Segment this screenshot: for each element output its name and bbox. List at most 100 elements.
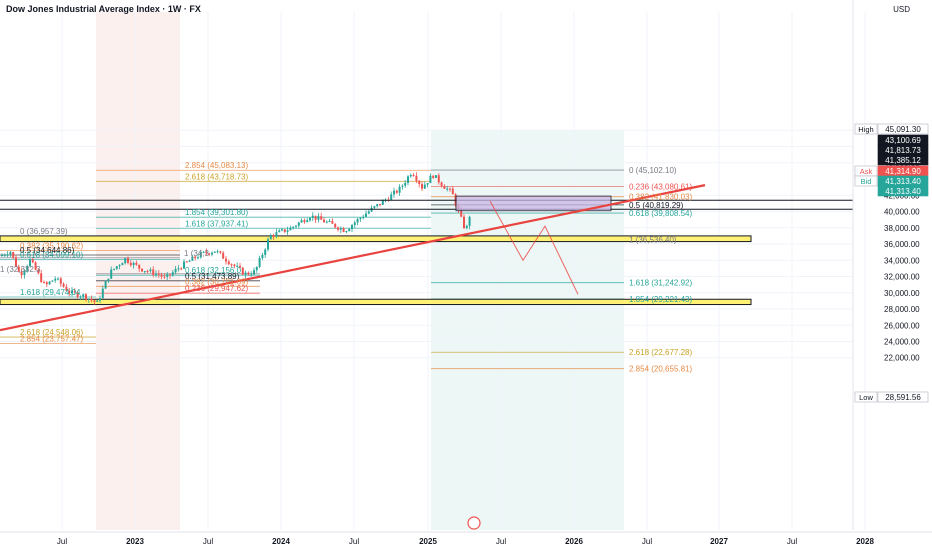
price-badge-value: 41,385.12 bbox=[885, 156, 921, 165]
candle-body bbox=[37, 269, 40, 274]
candle-body bbox=[26, 266, 29, 271]
fib-label: 0.382 (35,190.62) bbox=[20, 242, 83, 251]
candle-body bbox=[367, 211, 370, 214]
candle-body bbox=[101, 288, 104, 299]
candle-body bbox=[169, 274, 171, 276]
candle-body bbox=[115, 266, 118, 269]
candle-body bbox=[353, 222, 356, 226]
candle-body bbox=[79, 296, 82, 298]
candle-body bbox=[110, 269, 113, 279]
candle-body bbox=[390, 194, 393, 201]
event-marker bbox=[467, 516, 481, 530]
candle-body bbox=[244, 272, 247, 275]
candle-body bbox=[451, 188, 454, 195]
fib-label: 1 (34,3 bbox=[184, 249, 209, 258]
candle-body bbox=[155, 273, 157, 275]
candle-body bbox=[29, 259, 31, 267]
candle-body bbox=[362, 216, 365, 218]
price-badge-value: 28,591.56 bbox=[885, 393, 921, 402]
candle-body bbox=[356, 218, 359, 223]
candle-body bbox=[432, 175, 435, 178]
fib-label: 1.854 (29,221.43) bbox=[629, 295, 692, 304]
candle-body bbox=[17, 266, 20, 272]
projection-path bbox=[489, 200, 579, 295]
shaded-range-2023 bbox=[96, 12, 180, 530]
candle-body bbox=[247, 272, 250, 275]
candle-body bbox=[43, 282, 45, 284]
candle-body bbox=[183, 261, 185, 269]
candle-body bbox=[446, 188, 449, 190]
candle-body bbox=[429, 175, 432, 184]
candle-body bbox=[124, 258, 127, 264]
candle-body bbox=[264, 249, 267, 255]
candle-body bbox=[230, 264, 233, 266]
fib-label: 1 (36,536.40) bbox=[629, 236, 677, 245]
time-axis[interactable]: Jul 2023 Jul 2024 Jul 2025 Jul 2026 Jul 2027 Jul 20… bbox=[0, 531, 932, 546]
candle-body bbox=[141, 268, 143, 272]
candle-body bbox=[197, 257, 199, 259]
candle-body bbox=[99, 298, 101, 301]
candle-body bbox=[113, 268, 115, 270]
candle-body bbox=[213, 251, 216, 253]
x-tick-label: Jul bbox=[787, 537, 797, 546]
chart-title: Dow Jones Industrial Average Index · 1W … bbox=[6, 4, 201, 14]
candle-body bbox=[93, 300, 96, 302]
candle-body bbox=[401, 185, 404, 187]
candle-body bbox=[104, 281, 107, 289]
candle-body bbox=[216, 251, 219, 253]
x-tick-label: Jul bbox=[642, 537, 652, 546]
candle-body bbox=[278, 230, 281, 233]
fib-label: 1.618 (31,242.92) bbox=[629, 279, 692, 288]
candle-body bbox=[320, 216, 323, 220]
fib-label: 0.5 (31,473.89) bbox=[185, 272, 240, 281]
fib-label: 2.854 (45,083.13) bbox=[185, 161, 248, 170]
candle-body bbox=[54, 278, 57, 281]
x-tick-label: 2023 bbox=[126, 537, 144, 546]
candle-body bbox=[331, 220, 334, 224]
y-tick-label: 38,000.00 bbox=[884, 224, 920, 233]
candle-body bbox=[395, 190, 398, 193]
candle-body bbox=[227, 261, 230, 265]
candle-body bbox=[23, 270, 26, 276]
candle-body bbox=[225, 258, 227, 262]
candle-body bbox=[236, 265, 239, 267]
candle-body bbox=[283, 229, 286, 232]
price-badge-value: 41,313.40 bbox=[885, 177, 921, 186]
candle-body bbox=[345, 231, 348, 233]
y-tick-label: 34,000.00 bbox=[884, 256, 920, 265]
candle-body bbox=[337, 227, 339, 230]
fib-label: 2.618 (43,718.73) bbox=[185, 172, 248, 181]
candle-body bbox=[381, 200, 384, 205]
candle-body bbox=[379, 204, 381, 206]
candle-body bbox=[351, 225, 353, 230]
fib-label: 2.854 (23,757.47) bbox=[20, 334, 83, 343]
candle-body bbox=[261, 254, 264, 259]
candle-body bbox=[289, 227, 292, 231]
candle-body bbox=[82, 294, 85, 297]
candle-body bbox=[87, 298, 90, 300]
candle-body bbox=[309, 217, 311, 221]
x-tick-label: Jul bbox=[203, 537, 213, 546]
price-badges: High 45,091.30 43,100.6941,813.7341,385.12… bbox=[854, 123, 929, 403]
y-tick-label: 30,000.00 bbox=[884, 289, 920, 298]
candle-body bbox=[440, 182, 443, 186]
candle-body bbox=[59, 278, 62, 284]
fib-label: 0 (36,957.39) bbox=[20, 227, 68, 236]
fib-label: 0.382 (30,791.69) bbox=[185, 277, 248, 286]
candle-body bbox=[118, 265, 121, 267]
candle-body bbox=[468, 216, 471, 226]
candle-body bbox=[15, 257, 17, 267]
candle-body bbox=[96, 300, 99, 302]
candle-body bbox=[222, 252, 225, 259]
currency-label: USD bbox=[893, 5, 910, 14]
candle-body bbox=[398, 186, 401, 193]
price-axis[interactable]: 50,000.0048,000.0046,000.0042,000.0040,0… bbox=[852, 0, 920, 530]
fib-label: 0 (45,102.10) bbox=[629, 166, 677, 175]
candle-body bbox=[423, 184, 426, 189]
projection-range-2025 bbox=[431, 130, 624, 530]
candle-body bbox=[404, 182, 407, 186]
candle-body bbox=[171, 272, 174, 276]
candle-body bbox=[342, 228, 345, 232]
